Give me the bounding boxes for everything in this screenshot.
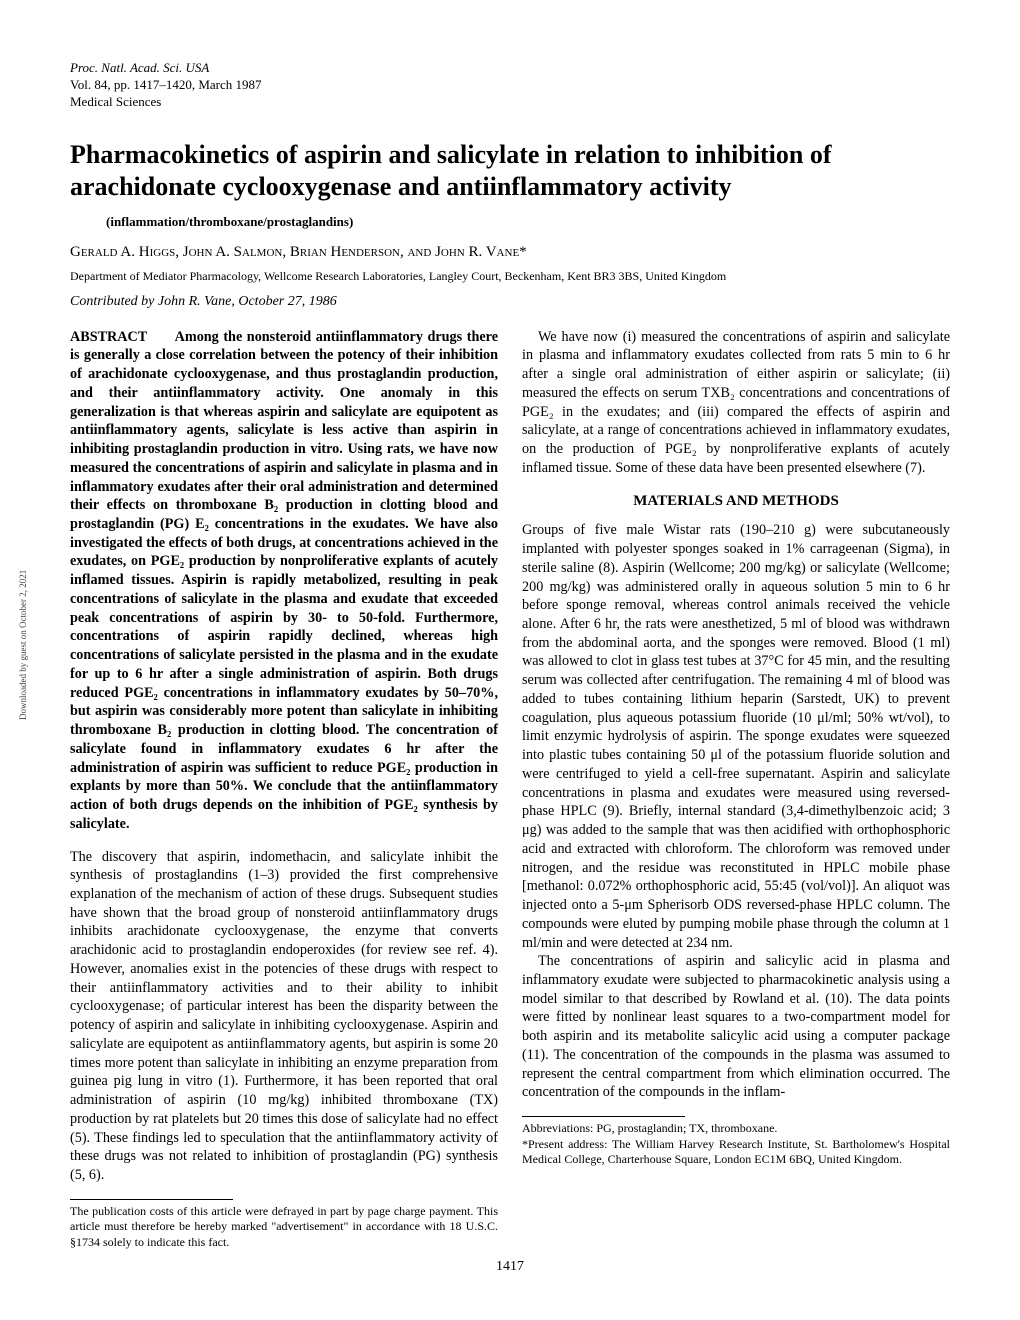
journal-header: Proc. Natl. Acad. Sci. USA Vol. 84, pp. … — [70, 60, 950, 111]
body-columns: ABSTRACT Among the nonsteroid antiinflam… — [70, 328, 950, 1251]
affiliation: Department of Mediator Pharmacology, Wel… — [70, 269, 950, 284]
journal-section: Medical Sciences — [70, 94, 950, 111]
methods-paragraph-1: Groups of five male Wistar rats (190–210… — [522, 521, 950, 952]
footnote-rule-left — [70, 1199, 233, 1200]
contributed-by: Contributed by John R. Vane, October 27,… — [70, 294, 950, 310]
article-title: Pharmacokinetics of aspirin and salicyla… — [70, 139, 950, 204]
abstract: ABSTRACT Among the nonsteroid antiinflam… — [70, 328, 498, 834]
page-number: 1417 — [70, 1259, 950, 1275]
journal-volume: Vol. 84, pp. 1417–1420, March 1987 — [70, 77, 950, 94]
abstract-text: Among the nonsteroid antiinflammatory dr… — [70, 329, 498, 832]
right-column: We have now (i) measured the concentrati… — [522, 328, 950, 1251]
section-heading-methods: MATERIALS AND METHODS — [522, 492, 950, 512]
intro-paragraph-1: The discovery that aspirin, indomethacin… — [70, 848, 498, 1185]
footnote-left: The publication costs of this article we… — [70, 1204, 498, 1251]
abstract-label: ABSTRACT — [70, 329, 147, 345]
methods-paragraph-2: The concentrations of aspirin and salicy… — [522, 952, 950, 1102]
footnote-rule-right — [522, 1116, 685, 1117]
journal-name: Proc. Natl. Acad. Sci. USA — [70, 60, 950, 77]
download-watermark: Downloaded by guest on October 2, 2021 — [18, 570, 28, 720]
article-keywords: (inflammation/thromboxane/prostaglandins… — [106, 214, 950, 230]
left-column: ABSTRACT Among the nonsteroid antiinflam… — [70, 328, 498, 1251]
intro-paragraph-2: We have now (i) measured the concentrati… — [522, 328, 950, 478]
footnote-right-abbrev: Abbreviations: PG, prostaglandin; TX, th… — [522, 1121, 950, 1137]
footnote-right-address: *Present address: The William Harvey Res… — [522, 1137, 950, 1168]
authors: Gerald A. Higgs, John A. Salmon, Brian H… — [70, 244, 950, 261]
